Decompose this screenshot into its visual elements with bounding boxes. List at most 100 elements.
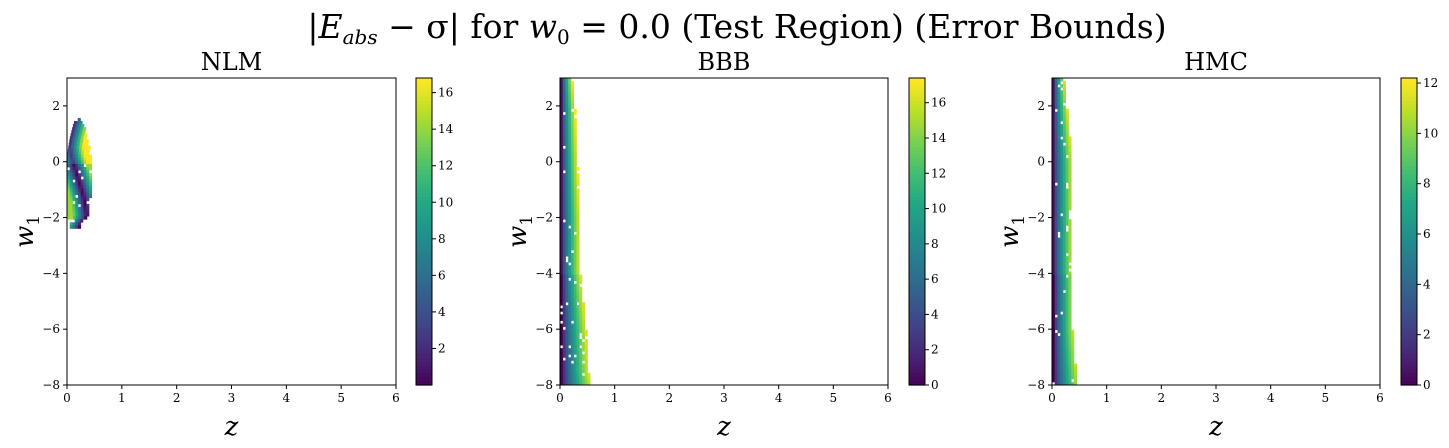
heatmap-cell	[1052, 173, 1056, 177]
heatmap-cell	[1060, 348, 1064, 352]
heatmap-cell	[1052, 320, 1056, 324]
heatmap-cell	[562, 314, 566, 318]
heatmap-cell	[1062, 292, 1067, 297]
colorbar-step	[1401, 369, 1417, 375]
heatmap-cell	[75, 154, 79, 159]
heatmap-cell	[1054, 280, 1058, 285]
heatmap-cell	[1052, 252, 1056, 257]
heatmap-cell	[560, 213, 564, 217]
colorbar-step	[416, 369, 432, 375]
heatmap-cell	[80, 210, 84, 214]
heatmap-cell	[581, 308, 585, 312]
heatmap-cell	[576, 225, 580, 229]
heatmap-cell	[560, 78, 564, 82]
heatmap-cell	[576, 314, 580, 318]
heatmap-cell	[565, 124, 569, 128]
heatmap-cell	[67, 200, 71, 205]
colorbar-step	[1401, 208, 1417, 213]
heatmap-cell	[88, 160, 93, 165]
heatmap-cell	[1071, 354, 1075, 358]
heatmap-cell	[570, 93, 575, 97]
colorbar-step	[1401, 131, 1417, 137]
x-tick-label: 4	[775, 391, 783, 405]
heatmap-cell	[584, 372, 588, 377]
heatmap-cell	[1060, 179, 1064, 183]
heatmap-cell	[1054, 323, 1058, 328]
colorbar-step	[1401, 304, 1417, 309]
heatmap-cell	[83, 213, 87, 217]
heatmap-cell	[1054, 188, 1058, 192]
colorbar-step	[1401, 124, 1417, 129]
heatmap-cell	[565, 120, 569, 125]
heatmap-cell	[576, 332, 580, 337]
heatmap-cell	[1057, 179, 1061, 183]
colorbar-step	[416, 296, 432, 302]
heatmap-cell	[1052, 228, 1056, 232]
heatmap-cell	[570, 252, 575, 257]
heatmap-cell	[1068, 299, 1072, 303]
heatmap-cell	[73, 120, 78, 125]
heatmap-cell	[565, 289, 569, 294]
heatmap-cell	[1065, 345, 1069, 349]
colorbar-step	[1401, 166, 1417, 171]
heatmap-cell	[562, 102, 566, 107]
y-tick-label: 0	[1037, 155, 1045, 169]
heatmap-cell	[1057, 170, 1061, 174]
heatmap-cell	[1060, 197, 1064, 202]
heatmap-cell	[1062, 157, 1067, 162]
heatmap-cell	[1062, 378, 1067, 383]
heatmap-cell	[86, 191, 90, 196]
heatmap-cell	[565, 139, 569, 143]
heatmap-cell	[581, 357, 585, 361]
colorbar-step	[416, 116, 432, 121]
colorbar-step	[909, 350, 925, 355]
heatmap-cell	[573, 342, 577, 346]
axes-frame	[559, 77, 889, 386]
heatmap-cell	[565, 90, 569, 94]
heatmap-cell	[568, 283, 572, 288]
heatmap-cell	[570, 111, 575, 116]
heatmap-cell	[1065, 317, 1069, 321]
heatmap-cell	[568, 142, 572, 146]
heatmap-cell	[1062, 108, 1067, 113]
heatmap-cell	[1054, 203, 1058, 208]
colorbar-step	[1401, 266, 1417, 271]
heatmap-cell	[75, 179, 79, 183]
heatmap-cell	[1065, 280, 1069, 285]
heatmap-cell	[570, 81, 575, 85]
colorbar-step	[909, 235, 925, 240]
heatmap-cell	[573, 240, 577, 245]
heatmap-cell	[83, 188, 87, 192]
heatmap-cell	[1052, 360, 1056, 364]
heatmap-cell	[1057, 252, 1061, 257]
heatmap-cell	[560, 357, 564, 361]
heatmap-cell	[1054, 345, 1058, 349]
heatmap-cell	[77, 185, 82, 189]
colorbar-step	[909, 231, 925, 236]
heatmap-cell	[77, 142, 81, 146]
heatmap-cell	[568, 185, 572, 189]
heatmap-cell	[576, 292, 580, 297]
axes-frame	[1051, 77, 1381, 386]
heatmap-cell	[67, 179, 71, 183]
colorbar-step	[1401, 381, 1417, 386]
heatmap-cell	[568, 120, 572, 125]
heatmap-cell	[1052, 170, 1056, 174]
colorbar-tick-label: 2	[931, 343, 939, 357]
heatmap-cell	[1057, 160, 1061, 165]
heatmap-cell	[562, 139, 566, 143]
heatmap-cell	[1062, 302, 1067, 306]
heatmap-cell	[560, 127, 564, 131]
heatmap-cell	[576, 243, 580, 248]
heatmap-cell	[1060, 378, 1064, 383]
y-axis-label: w1	[995, 215, 1029, 248]
colorbar-step	[1401, 350, 1417, 355]
heatmap-cell	[1065, 311, 1069, 315]
heatmap-cell	[1060, 219, 1064, 223]
heatmap-cell	[79, 142, 83, 146]
heatmap-cell	[1057, 271, 1061, 275]
heatmap-cell	[570, 191, 575, 196]
heatmap-cell	[1057, 228, 1061, 232]
heatmap-cell	[562, 142, 566, 146]
